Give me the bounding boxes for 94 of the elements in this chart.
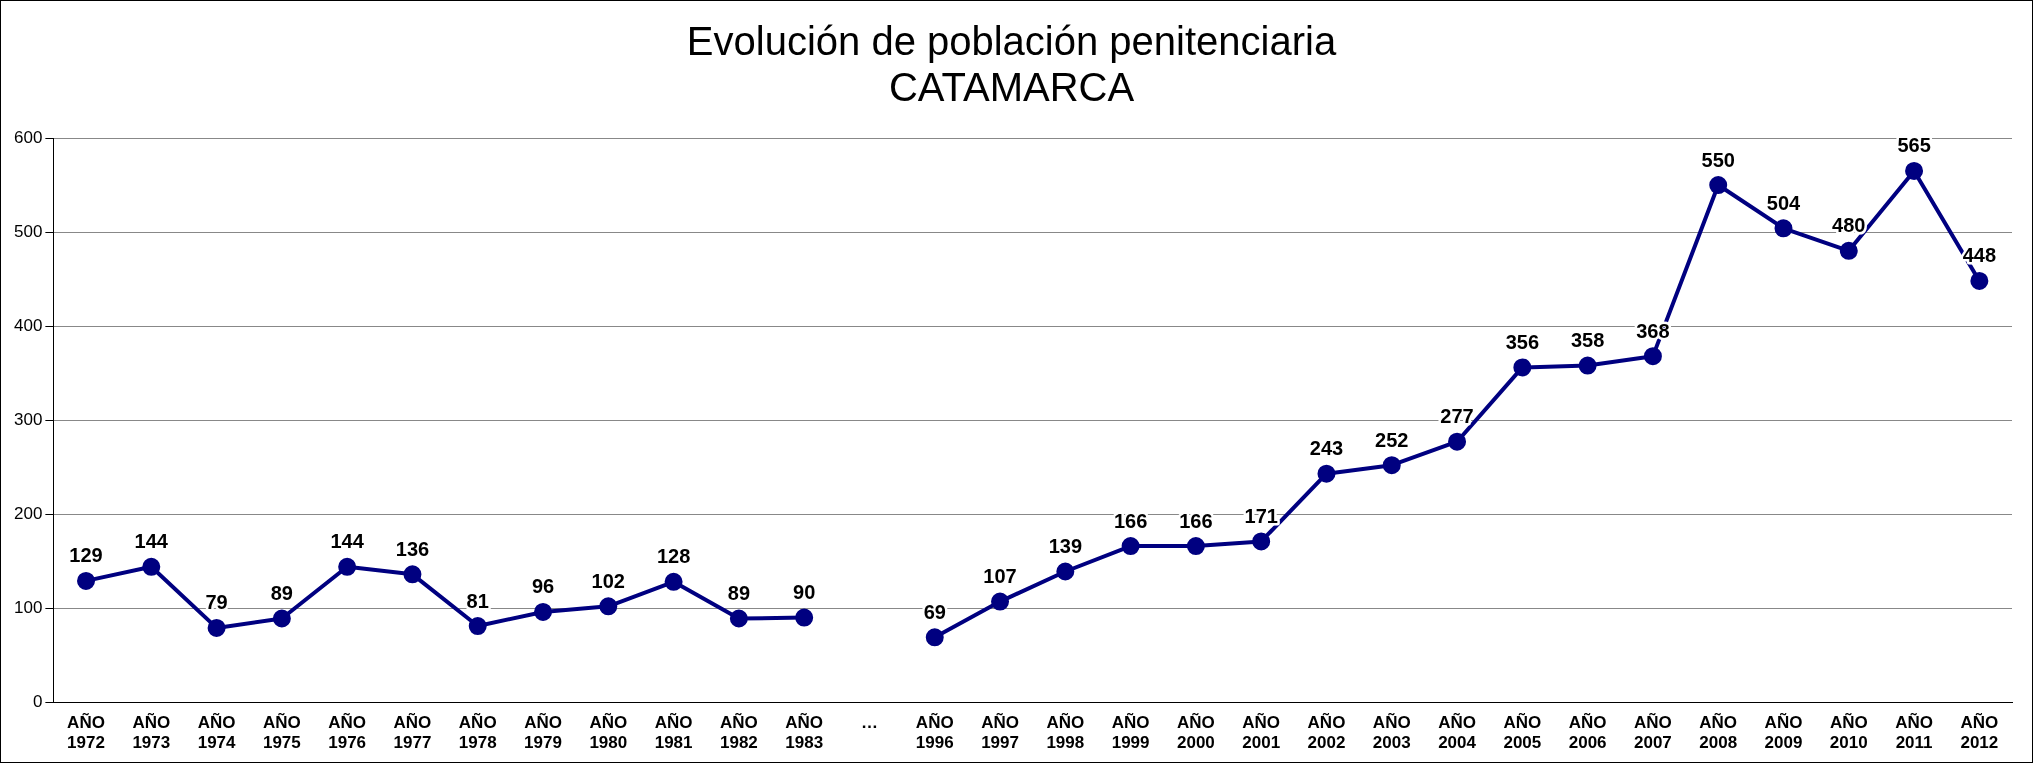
point (1578, 356, 1597, 375)
point (1643, 347, 1662, 366)
data-label: 166 (1113, 509, 1148, 532)
x-tick-label: AÑO 2010 (1829, 712, 1868, 753)
point (1186, 537, 1205, 556)
data-label: 102 (591, 569, 625, 592)
point (1252, 532, 1271, 551)
x-tick-label: AÑO 1975 (262, 712, 301, 753)
x-tick-label: AÑO 2003 (1372, 712, 1411, 753)
point (468, 617, 487, 636)
point (1317, 464, 1336, 483)
data-label: 550 (1701, 148, 1735, 171)
data-label: 356 (1505, 330, 1540, 353)
data-label: 129 (69, 544, 103, 567)
data-label: 504 (1766, 191, 1802, 214)
data-label: 96 (531, 575, 555, 598)
y-tick-label: 0 (32, 691, 43, 711)
x-tick-label: AÑO 1998 (1046, 712, 1085, 753)
point (729, 609, 748, 628)
data-label: 243 (1309, 437, 1344, 460)
x-tick-label: AÑO 2011 (1895, 712, 1933, 753)
data-label: 89 (270, 582, 293, 605)
point (1905, 161, 1924, 180)
x-tick-label: AÑO 1981 (654, 712, 693, 753)
data-label: 358 (1570, 329, 1605, 352)
data-label: 277 (1440, 405, 1474, 428)
y-tick-label: 400 (13, 315, 43, 335)
x-tick-label: AÑO 1999 (1111, 712, 1150, 753)
point (1774, 219, 1793, 238)
x-tick-label: AÑO 2008 (1699, 712, 1738, 753)
data-label: 144 (134, 530, 169, 553)
data-label: 136 (395, 537, 430, 560)
data-label: 107 (983, 565, 1017, 588)
y-tick-label: 200 (13, 503, 43, 523)
point (207, 618, 226, 637)
data-label: 79 (205, 591, 228, 614)
x-tick-label: AÑO 2001 (1242, 712, 1281, 753)
x-tick-label: AÑO 1982 (719, 712, 758, 753)
y-tick-label: 100 (13, 597, 43, 617)
x-tick-label: AÑO 1974 (197, 712, 237, 753)
data-label: 252 (1375, 428, 1409, 451)
point (1970, 271, 1989, 290)
x-tick-label: AÑO 2002 (1307, 712, 1346, 753)
x-tick-label: AÑO 2012 (1960, 712, 1999, 753)
point (272, 609, 291, 628)
data-label: 480 (1832, 214, 1866, 237)
point (991, 592, 1010, 611)
point (925, 628, 944, 647)
y-tick-label: 300 (13, 409, 43, 429)
x-tick-label: AÑO 1978 (458, 712, 497, 753)
x-tick-label: AÑO 1983 (785, 712, 824, 753)
x-tick-label: AÑO 1979 (524, 712, 562, 753)
data-label: 90 (793, 581, 816, 604)
point (1513, 358, 1532, 377)
data-label: 89 (727, 582, 751, 605)
x-tick-label: AÑO 1980 (589, 712, 628, 753)
x-tick-label: AÑO 1976 (328, 712, 367, 753)
data-label: 166 (1179, 509, 1213, 532)
data-label: 139 (1048, 535, 1083, 558)
x-tick-label: AÑO 2005 (1503, 712, 1542, 753)
x-tick-label: AÑO 1973 (132, 712, 171, 753)
point (795, 608, 814, 627)
data-label: 81 (466, 589, 489, 612)
x-tick-label: AÑO 1997 (981, 712, 1019, 753)
x-tick-label: AÑO 2000 (1176, 712, 1215, 753)
point (403, 565, 422, 584)
x-tick-label: AÑO 2007 (1634, 712, 1672, 753)
x-tick-label: AÑO 1996 (915, 712, 954, 753)
y-tick-label: 600 (13, 127, 43, 147)
data-label: 144 (330, 530, 365, 553)
y-tick-label: 500 (13, 221, 43, 241)
x-tick-label: AÑO 2004 (1438, 712, 1477, 753)
data-label: 565 (1897, 134, 1931, 157)
point (1056, 562, 1075, 581)
point (77, 571, 96, 590)
point (1448, 432, 1467, 451)
point (1709, 176, 1728, 195)
x-tick-label: … (860, 713, 878, 733)
point (534, 602, 553, 621)
data-label: 171 (1244, 504, 1278, 527)
point (664, 572, 683, 591)
x-tick-label: AÑO 1972 (67, 712, 105, 753)
point (142, 557, 161, 576)
chart-title: Evolución de población penitenciaria CATAMARCA (686, 19, 1337, 110)
x-tick-label: AÑO 2009 (1764, 712, 1803, 753)
point (1839, 241, 1858, 260)
point (1382, 456, 1401, 475)
point (338, 557, 357, 576)
point (599, 597, 618, 616)
point (1121, 537, 1140, 556)
data-label: 69 (923, 600, 946, 623)
x-tick-label: AÑO 2006 (1568, 712, 1607, 753)
data-label: 128 (656, 545, 691, 568)
x-tick-label: AÑO 1977 (393, 712, 432, 753)
